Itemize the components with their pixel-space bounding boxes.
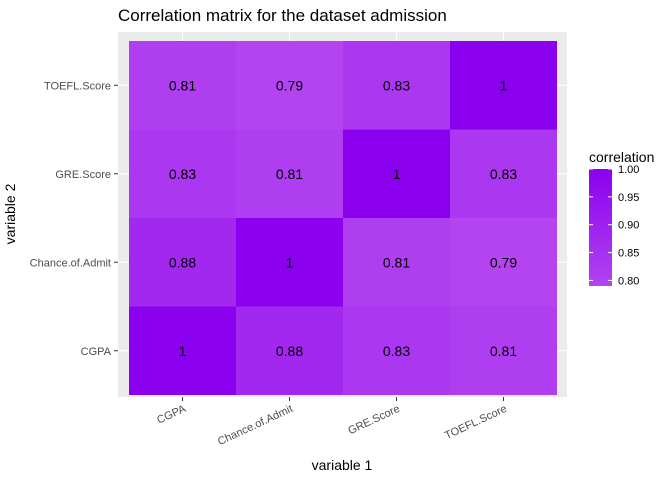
heatmap-tile (343, 41, 450, 130)
heatmap-tile (450, 218, 557, 307)
y-tick-label: GRE.Score (55, 169, 111, 181)
legend: correlation 1.00 0.95 0.90 0.85 0.80 (589, 149, 654, 287)
heatmap-tile (450, 129, 557, 218)
cell-value-label: 0.79 (276, 77, 303, 93)
y-tick-label: Chance.of.Admit (30, 257, 111, 269)
cell-value-label: 0.81 (169, 77, 196, 93)
heatmap-tile (343, 306, 450, 395)
x-tick-label: TOEFL.Score (443, 403, 509, 442)
cell-value-label: 0.83 (169, 166, 196, 182)
heatmap-tile (343, 218, 450, 307)
y-axis: CGPA Chance.of.Admit GRE.Score TOEFL.Score (30, 80, 118, 358)
legend-ticks: 1.00 0.95 0.90 0.85 0.80 (589, 164, 639, 287)
cell-value-label: 1 (500, 77, 508, 93)
heatmap-tile (129, 218, 236, 307)
legend-tick-label: 0.80 (618, 275, 639, 287)
y-axis-title: variable 2 (2, 183, 18, 244)
heatmap-tile (236, 218, 343, 307)
cell-value-label: 0.79 (490, 254, 517, 270)
legend-title: correlation (589, 149, 654, 165)
heatmap-tiles (129, 41, 557, 395)
heatmap-tile (450, 306, 557, 395)
x-axis: CGPA Chance.of.Admit GRE.Score TOEFL.Score (155, 397, 509, 448)
heatmap-tile (236, 306, 343, 395)
cell-value-label: 0.83 (490, 166, 517, 182)
cell-value-label: 1 (286, 254, 294, 270)
cell-value-label: 1 (179, 343, 187, 359)
heatmap-tile (129, 306, 236, 395)
x-tick-label: GRE.Score (346, 403, 401, 437)
y-tick-label: TOEFL.Score (44, 80, 111, 92)
legend-tick-label: 1.00 (618, 164, 639, 176)
heatmap-value-labels: 1 0.88 0.83 0.81 0.88 1 0.81 0.79 0.83 0.81 1 0.83 0… (169, 77, 517, 359)
cell-value-label: 0.83 (383, 343, 410, 359)
heatmap-tile (450, 41, 557, 130)
cell-value-label: 1 (393, 166, 401, 182)
legend-tick-label: 0.95 (618, 192, 639, 204)
heatmap-tile (129, 41, 236, 130)
legend-tick-label: 0.85 (618, 248, 639, 260)
legend-tick-label: 0.90 (618, 220, 639, 232)
heatmap-tile (236, 129, 343, 218)
cell-value-label: 0.81 (383, 254, 410, 270)
x-tick-label: Chance.of.Admit (216, 403, 295, 448)
legend-color-bar (589, 169, 612, 286)
chart-title: Correlation matrix for the dataset admis… (118, 6, 447, 25)
cell-value-label: 0.88 (276, 343, 303, 359)
cell-value-label: 0.81 (276, 166, 303, 182)
y-tick-label: CGPA (81, 346, 112, 358)
heatmap-tile (343, 129, 450, 218)
x-axis-title: variable 1 (312, 457, 373, 473)
heatmap-tile (129, 129, 236, 218)
cell-value-label: 0.83 (383, 77, 410, 93)
cell-value-label: 0.81 (490, 343, 517, 359)
heatmap-tile (236, 41, 343, 130)
cell-value-label: 0.88 (169, 254, 196, 270)
x-tick-label: CGPA (155, 403, 188, 427)
